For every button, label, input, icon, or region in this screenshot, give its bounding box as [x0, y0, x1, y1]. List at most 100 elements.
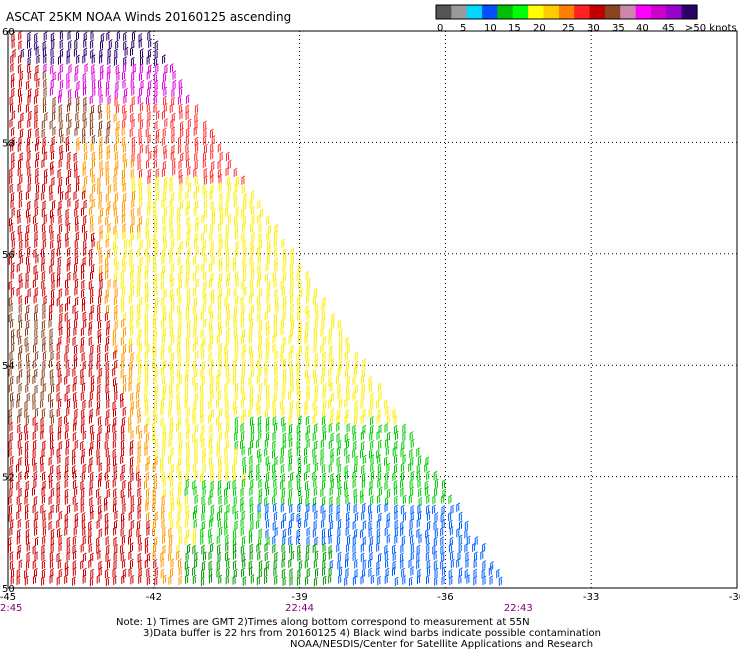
- wind-barb: [241, 334, 245, 345]
- wind-barb: [36, 182, 40, 192]
- wind-barb: [171, 96, 175, 107]
- wind-barb: [434, 478, 439, 488]
- wind-barb: [25, 535, 30, 545]
- wind-barb: [130, 352, 135, 362]
- wind-barb: [50, 504, 55, 514]
- wind-barb: [322, 408, 326, 418]
- wind-barb: [210, 504, 215, 515]
- wind-barb: [152, 359, 157, 370]
- wind-barb: [74, 126, 79, 137]
- wind-barb: [170, 478, 174, 488]
- wind-barb: [67, 295, 71, 306]
- wind-barb: [427, 566, 431, 576]
- longitude-label: -33: [583, 592, 599, 603]
- wind-barb: [306, 294, 310, 304]
- wind-barb: [384, 550, 389, 561]
- wind-barb: [35, 46, 40, 56]
- wind-barb: [387, 431, 391, 442]
- wind-barb: [42, 70, 47, 80]
- wind-barb: [33, 264, 38, 275]
- wind-barb: [234, 182, 239, 192]
- wind-barb: [354, 407, 359, 418]
- wind-barb: [138, 559, 143, 569]
- wind-barb: [96, 240, 101, 250]
- wind-barb: [210, 128, 214, 138]
- wind-barb: [170, 351, 175, 361]
- colorbar-swatch: [604, 5, 621, 19]
- wind-barb: [49, 368, 54, 379]
- wind-barb: [200, 342, 205, 352]
- wind-barb: [171, 134, 176, 144]
- wind-barb: [298, 560, 303, 570]
- wind-barb: [361, 374, 365, 385]
- wind-barb: [106, 544, 110, 555]
- wind-barb: [64, 470, 69, 480]
- wind-barb: [273, 486, 278, 497]
- wind-barb: [210, 142, 214, 152]
- wind-barb: [264, 310, 269, 320]
- wind-barb: [51, 383, 55, 393]
- wind-barb: [50, 376, 55, 386]
- wind-barb: [233, 190, 238, 200]
- wind-barb: [120, 279, 125, 289]
- wind-barb: [290, 550, 295, 561]
- wind-barb: [16, 550, 21, 560]
- wind-barb: [362, 568, 366, 578]
- wind-barb: [274, 422, 278, 432]
- wind-barb: [9, 464, 14, 475]
- wind-barb: [10, 54, 15, 64]
- wind-barb: [25, 519, 30, 530]
- wind-barb: [432, 504, 436, 514]
- wind-barb: [177, 342, 181, 352]
- wind-barb: [456, 558, 460, 568]
- wind-barb: [378, 382, 382, 393]
- wind-barb: [210, 272, 215, 282]
- wind-barb: [97, 303, 101, 314]
- wind-barb: [113, 470, 118, 481]
- wind-barb: [185, 110, 190, 120]
- wind-barb: [313, 287, 318, 298]
- wind-barb: [265, 272, 269, 283]
- wind-barb: [282, 576, 287, 586]
- wind-barb: [456, 527, 461, 538]
- wind-barb: [242, 408, 247, 419]
- wind-barb: [187, 166, 191, 176]
- wind-barb: [258, 536, 262, 547]
- wind-barb: [122, 79, 127, 89]
- wind-barb: [216, 398, 220, 408]
- wind-barb: [417, 568, 422, 579]
- wind-barb: [81, 382, 86, 392]
- wind-barb: [26, 142, 31, 153]
- wind-barb: [258, 494, 263, 505]
- wind-barb: [35, 158, 39, 168]
- wind-barb: [130, 574, 135, 585]
- wind-barb: [49, 358, 53, 368]
- wind-barb: [240, 384, 245, 394]
- wind-barb: [122, 558, 126, 569]
- wind-barb: [312, 470, 317, 481]
- wind-barb: [376, 567, 381, 577]
- wind-barb: [203, 223, 208, 234]
- wind-barb: [128, 415, 132, 425]
- wind-barb: [80, 559, 84, 570]
- wind-barb: [129, 366, 133, 376]
- wind-barb: [24, 408, 29, 418]
- wind-barb: [144, 423, 149, 434]
- wind-barb: [58, 176, 63, 186]
- wind-barb: [217, 142, 222, 153]
- wind-barb: [392, 544, 396, 554]
- wind-barb: [137, 478, 142, 488]
- wind-barb: [266, 254, 271, 265]
- wind-barb: [64, 375, 68, 385]
- wind-barb: [192, 544, 197, 555]
- wind-barb: [314, 440, 318, 450]
- wind-barb: [130, 392, 134, 402]
- wind-barb: [232, 463, 236, 474]
- wind-barb: [105, 479, 110, 490]
- wind-barb: [122, 479, 127, 490]
- wind-barb: [433, 536, 438, 547]
- wind-barb: [97, 495, 102, 506]
- wind-barb: [202, 239, 207, 250]
- colorbar-tick-label: 25: [562, 23, 575, 34]
- wind-barb: [90, 223, 95, 233]
